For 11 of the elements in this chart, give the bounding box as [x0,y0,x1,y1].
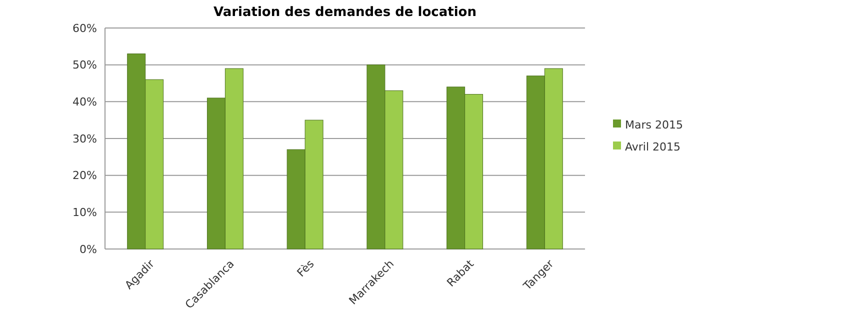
y-tick-label: 40% [72,96,97,109]
y-tick-label: 0% [80,242,97,256]
y-tick-label: 10% [72,206,97,220]
legend-label: Mars 2015 [625,118,683,132]
y-tick-label: 30% [72,132,97,146]
legend-label: Avril 2015 [625,140,681,154]
chart-title: Variation des demandes de location [214,5,476,20]
y-tick-label: 20% [72,169,97,182]
y-tick-label: 60% [72,22,97,35]
x-tick-label: Fès [294,257,317,280]
y-tick-label: 50% [72,58,97,72]
